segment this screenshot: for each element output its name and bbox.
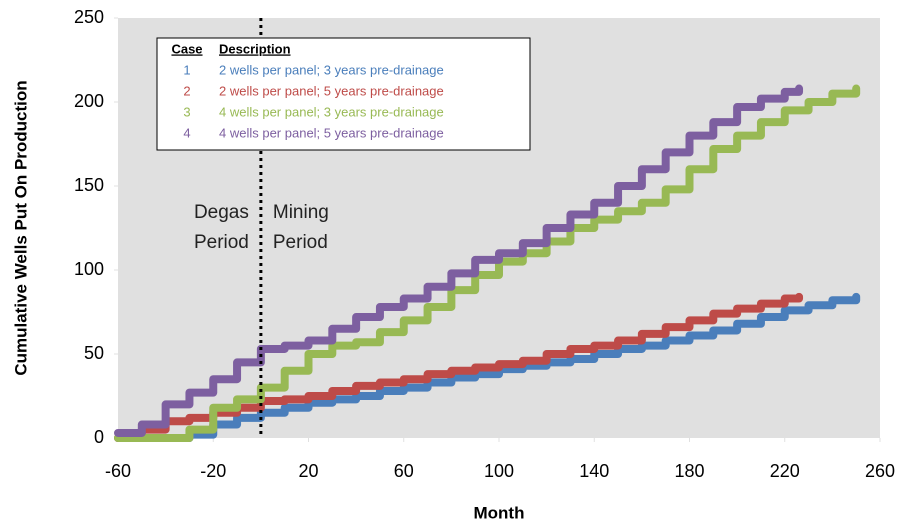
x-tick-label: 100 — [484, 461, 514, 481]
legend-header: Description — [219, 41, 291, 56]
annotation: Mining — [273, 202, 329, 223]
legend-label: 2 wells per panel; 3 years pre-drainage — [219, 62, 444, 77]
legend-case: 2 — [183, 83, 190, 98]
x-tick-label: -60 — [105, 461, 131, 481]
legend-case: 4 — [183, 125, 190, 140]
legend-case: 3 — [183, 104, 190, 119]
y-axis-title: Cumulative Wells Put On Production — [11, 80, 30, 375]
x-tick-label: 20 — [298, 461, 318, 481]
x-tick-label: -20 — [200, 461, 226, 481]
legend-label: 2 wells per panel; 5 years pre-drainage — [219, 83, 444, 98]
legend-box — [156, 37, 531, 151]
y-tick-label: 100 — [74, 259, 104, 279]
legend-case: 1 — [183, 62, 190, 77]
annotation: Period — [273, 232, 328, 253]
y-tick-label: 250 — [74, 7, 104, 27]
legend-header: Case — [171, 41, 202, 56]
y-tick-label: 50 — [84, 343, 104, 363]
x-axis-title: Month — [474, 503, 525, 522]
x-tick-label: 180 — [674, 461, 704, 481]
legend-label: 4 wells per panel; 3 years pre-drainage — [219, 104, 444, 119]
y-tick-label: 200 — [74, 91, 104, 111]
y-tick-label: 0 — [94, 427, 104, 447]
legend-label: 4 wells per panel; 5 years pre-drainage — [219, 125, 444, 140]
annotation: Degas — [194, 202, 249, 223]
y-tick-label: 150 — [74, 175, 104, 195]
series-line — [114, 84, 804, 437]
x-tick-label: 60 — [394, 461, 414, 481]
x-tick-label: 260 — [865, 461, 895, 481]
x-tick-label: 220 — [770, 461, 800, 481]
x-tick-label: 140 — [579, 461, 609, 481]
annotation: Period — [194, 232, 249, 253]
